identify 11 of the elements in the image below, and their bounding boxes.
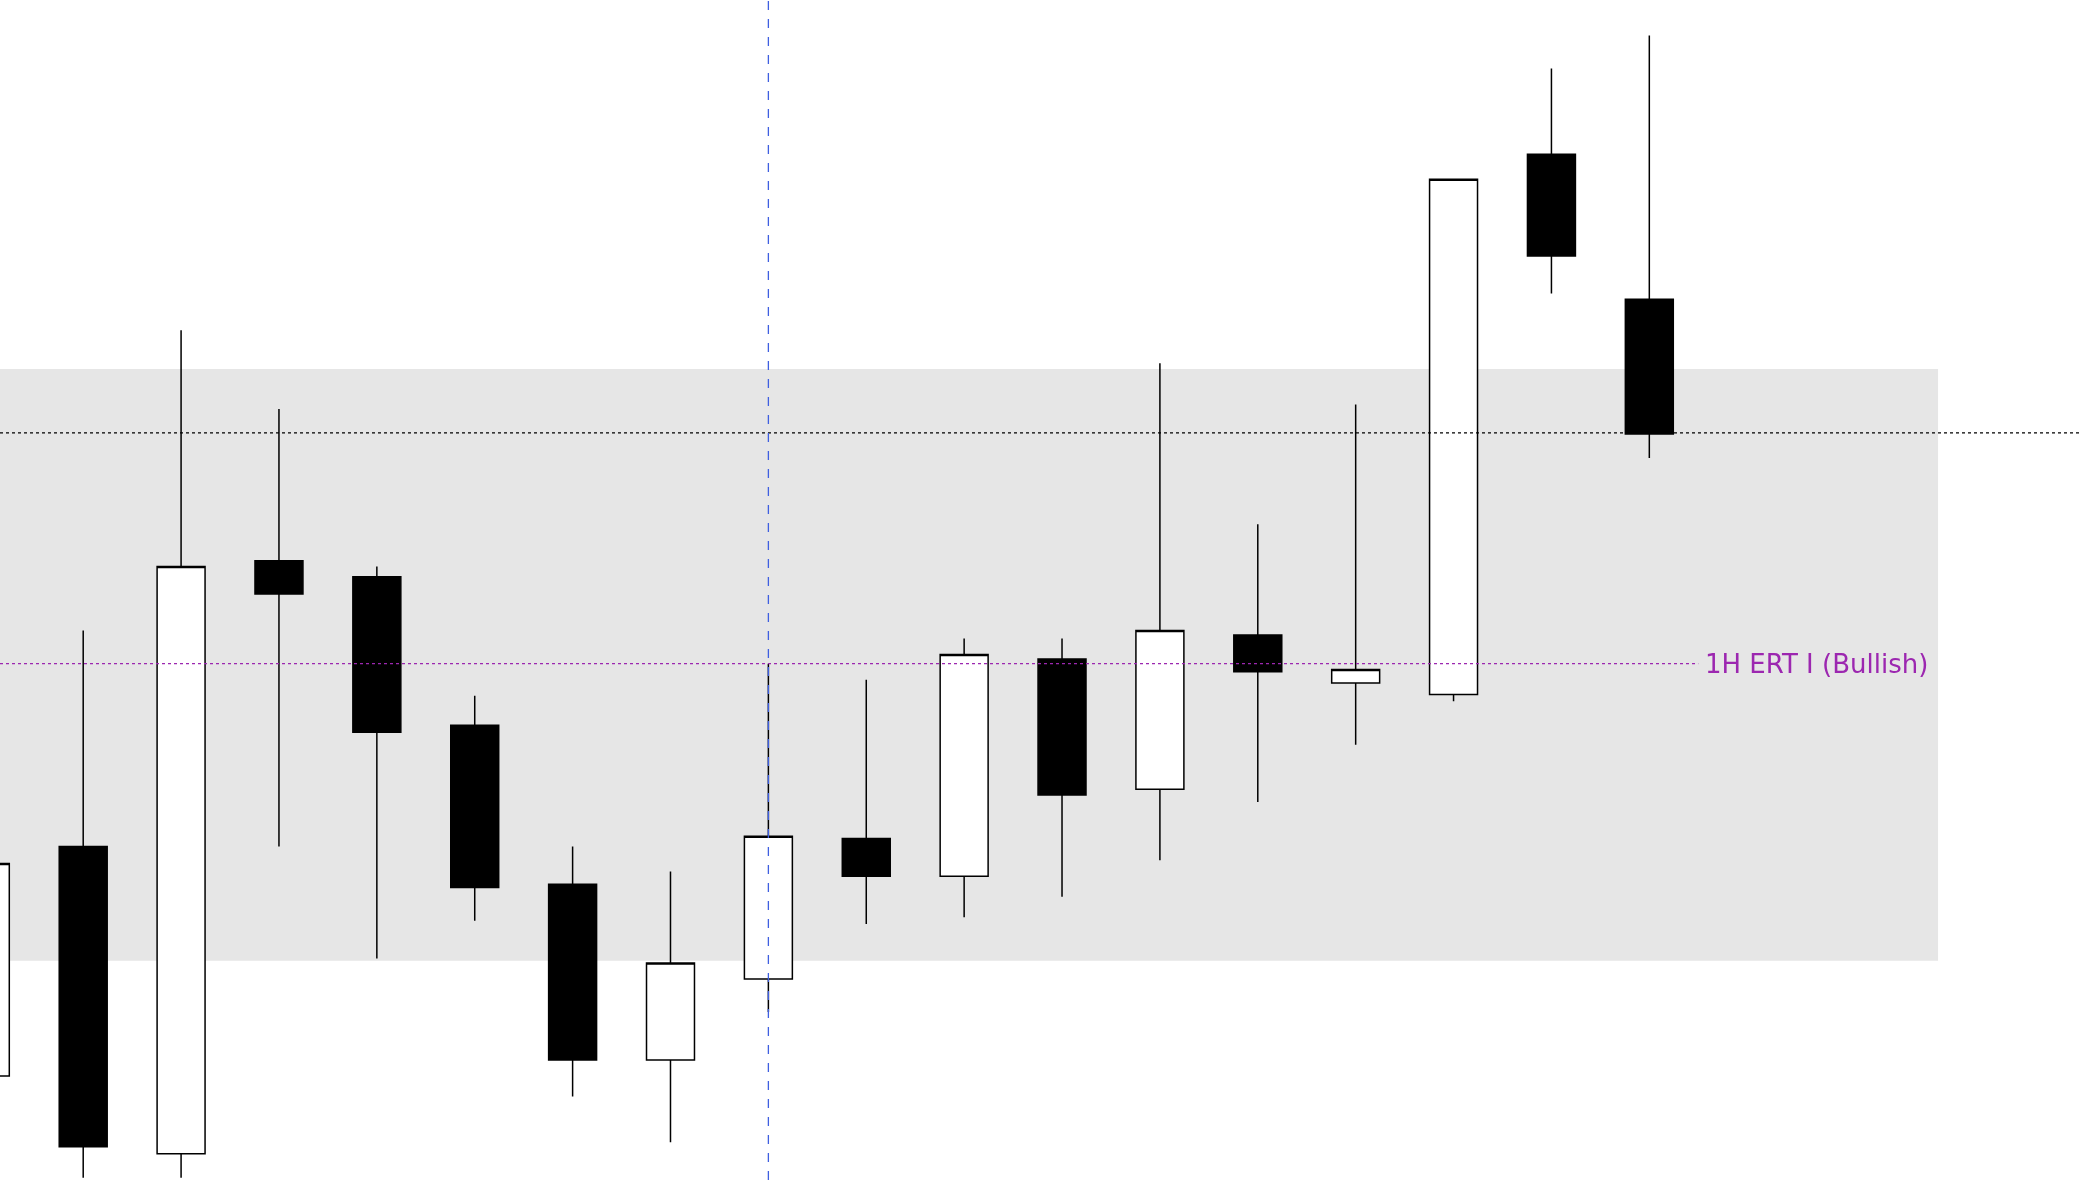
candlestick [1037,637,1087,898]
candlestick [1233,523,1283,803]
candlestick [352,565,402,960]
candlestick [841,678,891,925]
candlestick [58,629,108,1179]
ref-line-label: 1H ERT I (Bullish) [1705,649,1929,679]
candlestick [450,694,500,922]
candlestick [1526,67,1577,295]
candlestick [645,870,696,1144]
candlestick [547,845,598,1098]
candlestick [939,637,989,919]
